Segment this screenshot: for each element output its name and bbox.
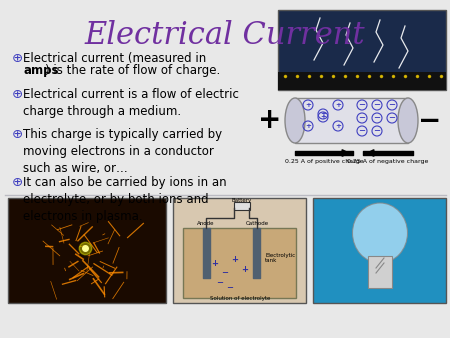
Bar	[368, 256, 392, 288]
Text: +: +	[242, 266, 248, 274]
Text: −: −	[418, 106, 441, 135]
Bar	[313, 198, 446, 303]
Text: +: +	[305, 123, 311, 129]
Text: Battery: Battery	[232, 198, 252, 203]
Text: +: +	[258, 106, 282, 135]
Text: ⊕: ⊕	[12, 176, 23, 189]
Text: ) is the rate of flow of charge.: ) is the rate of flow of charge.	[45, 64, 220, 77]
Text: −: −	[374, 114, 381, 122]
Text: 0.25 A of negative charge: 0.25 A of negative charge	[347, 159, 429, 164]
Text: ⊕: ⊕	[12, 88, 23, 101]
Text: −: −	[359, 100, 365, 110]
Text: Cathode: Cathode	[245, 221, 269, 226]
Text: −: −	[388, 114, 396, 122]
Text: 0.25 A of positive charge: 0.25 A of positive charge	[285, 159, 363, 164]
Text: −: −	[216, 279, 224, 288]
Text: +: +	[305, 102, 311, 108]
Text: Electrolytic
tank: Electrolytic tank	[265, 252, 295, 263]
Text: +: +	[212, 259, 219, 267]
Ellipse shape	[352, 203, 408, 263]
Bar	[234, 202, 250, 210]
Bar	[278, 72, 446, 90]
Text: +: +	[320, 111, 326, 117]
Ellipse shape	[398, 98, 418, 143]
Bar	[278, 10, 446, 90]
Bar	[8, 198, 166, 303]
Text: This charge is typically carried by
moving electrons in a conductor
such as wire: This charge is typically carried by movi…	[23, 128, 222, 175]
Text: +: +	[335, 102, 341, 108]
Text: Electrical current (measured in: Electrical current (measured in	[23, 52, 206, 65]
Text: Anode: Anode	[197, 221, 215, 226]
Text: −: −	[388, 100, 396, 110]
Text: −: −	[374, 126, 381, 136]
Text: Electrical Current: Electrical Current	[85, 20, 365, 51]
Text: −: −	[374, 100, 381, 110]
Text: It can also be carried by ions in an
electrolyte, or by both ions and
electrons : It can also be carried by ions in an ele…	[23, 176, 227, 223]
Text: Solution of electrolyte: Solution of electrolyte	[210, 296, 270, 301]
Text: −: −	[226, 284, 234, 292]
Text: −: −	[359, 114, 365, 122]
Text: amps: amps	[23, 64, 58, 77]
Text: ⊕: ⊕	[12, 128, 23, 141]
Bar	[183, 228, 296, 298]
Bar	[295, 98, 408, 143]
Text: −: −	[221, 268, 229, 277]
Text: ⊕: ⊕	[12, 52, 23, 65]
Text: +: +	[335, 123, 341, 129]
Ellipse shape	[285, 98, 305, 143]
Text: Electrical current is a flow of electric
charge through a medium.: Electrical current is a flow of electric…	[23, 88, 239, 118]
Bar	[173, 198, 306, 303]
Text: +: +	[231, 256, 239, 265]
Text: −: −	[359, 126, 365, 136]
Text: +: +	[320, 114, 326, 120]
